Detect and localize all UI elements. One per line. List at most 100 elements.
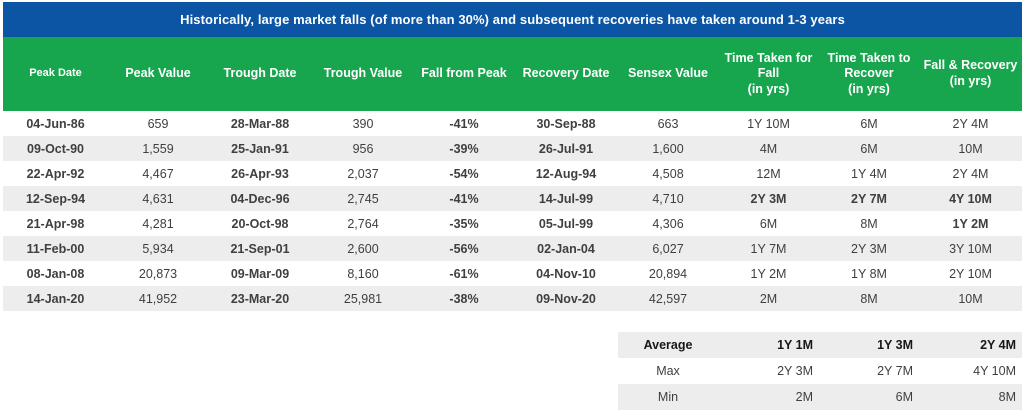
time-recover-cell: 6M: [860, 141, 878, 156]
time-recover-cell: 2Y 3M: [851, 241, 887, 256]
fall-recovery-cell: 2Y 4M: [952, 116, 989, 131]
peak-date-cell: 08-Jan-08: [26, 266, 85, 281]
peak-date-cell: 21-Apr-98: [26, 216, 85, 231]
peak-date-cell: 12-Sep-94: [25, 191, 86, 206]
col-header-recovery-date: Recovery Date: [514, 37, 618, 111]
fall-from-peak-cell: -38%: [449, 291, 479, 306]
summary-time-fall-cell: 2M: [795, 390, 813, 404]
sensex-value-cell: 1,600: [652, 141, 684, 156]
fall-from-peak-cell: -56%: [449, 241, 479, 256]
col-header-sensex-value: Sensex Value: [618, 37, 718, 111]
table-row: 12-Sep-94 4,631 04-Dec-96 2,745 -41% 14-…: [3, 186, 1022, 211]
summary-time-fall-cell: 1Y 1M: [777, 338, 813, 352]
fall-recovery-cell: 3Y 10M: [949, 241, 992, 256]
col-header-fall-from-peak: Fall from Peak: [414, 37, 514, 111]
recovery-date-cell: 14-Jul-99: [538, 191, 594, 206]
table-row: 08-Jan-08 20,873 09-Mar-09 8,160 -61% 04…: [3, 261, 1022, 286]
market-falls-table: Peak Date Peak Value Trough Date Trough …: [3, 37, 1022, 311]
fall-recovery-cell: 10M: [958, 141, 983, 156]
col-header-peak-date: Peak Date: [3, 37, 108, 111]
trough-value-cell: 2,600: [347, 241, 379, 256]
summary-row-max: Max 2Y 3M 2Y 7M 4Y 10M: [618, 358, 1022, 384]
peak-date-cell: 11-Feb-00: [26, 241, 85, 256]
time-recover-cell: 2Y 7M: [851, 191, 887, 206]
time-fall-cell: 6M: [759, 216, 778, 231]
recovery-date-cell: 04-Nov-10: [536, 266, 596, 281]
time-recover-cell: 8M: [860, 291, 878, 306]
time-fall-cell: 1Y 10M: [747, 116, 790, 131]
summary-row-min: Min 2M 6M 8M: [618, 384, 1022, 410]
time-recover-cell: 6M: [860, 116, 878, 131]
title-banner: Historically, large market falls (of mor…: [3, 2, 1022, 37]
peak-value-cell: 659: [147, 116, 169, 131]
sensex-value-cell: 20,894: [648, 266, 688, 281]
table-row: 11-Feb-00 5,934 21-Sep-01 2,600 -56% 02-…: [3, 236, 1022, 261]
fall-from-peak-cell: -61%: [449, 266, 479, 281]
banner-title: Historically, large market falls (of mor…: [180, 12, 845, 27]
recovery-date-cell: 09-Nov-20: [536, 291, 596, 306]
peak-value-cell: 20,873: [138, 266, 178, 281]
trough-value-cell: 2,037: [347, 166, 379, 181]
summary-time-fall-cell: 2Y 3M: [777, 364, 813, 378]
time-recover-cell: 1Y 4M: [851, 166, 887, 181]
table-row: 04-Jun-86 659 28-Mar-88 390 -41% 30-Sep-…: [3, 111, 1022, 136]
col-header-time-taken-recover: Time Taken to Recover (in yrs): [819, 37, 919, 111]
recovery-date-cell: 30-Sep-88: [536, 116, 596, 131]
fall-from-peak-cell: -54%: [449, 166, 479, 181]
col-header-time-taken-fall: Time Taken for Fall (in yrs): [718, 37, 819, 111]
sensex-value-cell: 6,027: [652, 241, 684, 256]
fall-recovery-cell: 4Y 10M: [949, 191, 992, 206]
trough-date-cell: 26-Apr-93: [231, 166, 289, 181]
peak-date-cell: 14-Jan-20: [26, 291, 85, 306]
time-fall-cell: 4M: [759, 141, 778, 156]
col-header-trough-date: Trough Date: [208, 37, 312, 111]
time-fall-cell: 1Y 7M: [750, 241, 787, 256]
trough-value-cell: 8,160: [347, 266, 379, 281]
trough-date-cell: 25-Jan-91: [231, 141, 289, 156]
fall-from-peak-cell: -39%: [449, 141, 479, 156]
peak-value-cell: 1,559: [142, 141, 174, 156]
trough-date-cell: 28-Mar-88: [230, 116, 290, 131]
peak-value-cell: 41,952: [138, 291, 178, 306]
peak-value-cell: 4,467: [142, 166, 174, 181]
sensex-value-cell: 4,508: [652, 166, 684, 181]
recovery-date-cell: 02-Jan-04: [537, 241, 595, 256]
time-fall-cell: 1Y 2M: [750, 266, 787, 281]
sensex-value-cell: 663: [657, 116, 679, 131]
sensex-value-cell: 4,306: [652, 216, 684, 231]
fall-recovery-cell: 2Y 10M: [949, 266, 992, 281]
summary-table: Average 1Y 1M 1Y 3M 2Y 4M Max 2Y 3M 2Y 7…: [618, 332, 1022, 410]
peak-date-cell: 09-Oct-90: [27, 141, 84, 156]
recovery-date-cell: 26-Jul-91: [538, 141, 594, 156]
summary-label-cell: Min: [657, 390, 679, 404]
trough-value-cell: 25,981: [343, 291, 383, 306]
time-fall-cell: 12M: [756, 166, 781, 181]
trough-date-cell: 23-Mar-20: [230, 291, 290, 306]
peak-value-cell: 4,281: [142, 216, 174, 231]
sensex-value-cell: 42,597: [648, 291, 688, 306]
summary-label-cell: Average: [643, 338, 693, 352]
table-row: 21-Apr-98 4,281 20-Oct-98 2,764 -35% 05-…: [3, 211, 1022, 236]
col-header-peak-value: Peak Value: [108, 37, 208, 111]
trough-value-cell: 2,764: [347, 216, 379, 231]
trough-value-cell: 2,745: [347, 191, 379, 206]
time-recover-cell: 1Y 8M: [851, 266, 887, 281]
fall-recovery-cell: 10M: [958, 291, 983, 306]
fall-recovery-cell: 1Y 2M: [952, 216, 989, 231]
trough-value-cell: 390: [352, 116, 374, 131]
summary-fall-recovery-cell: 4Y 10M: [973, 364, 1016, 378]
time-recover-cell: 8M: [860, 216, 878, 231]
summary-time-recover-cell: 1Y 3M: [877, 338, 913, 352]
table-row: 09-Oct-90 1,559 25-Jan-91 956 -39% 26-Ju…: [3, 136, 1022, 161]
peak-value-cell: 5,934: [142, 241, 174, 256]
trough-date-cell: 04-Dec-96: [230, 191, 290, 206]
fall-from-peak-cell: -41%: [449, 116, 479, 131]
peak-date-cell: 22-Apr-92: [26, 166, 85, 181]
summary-label-cell: Max: [656, 364, 680, 378]
col-header-fall-and-recovery: Fall & Recovery (in yrs): [919, 37, 1022, 111]
fall-from-peak-cell: -41%: [449, 191, 479, 206]
sensex-value-cell: 4,710: [652, 191, 684, 206]
fall-recovery-cell: 2Y 4M: [952, 166, 989, 181]
summary-time-recover-cell: 6M: [895, 390, 913, 404]
